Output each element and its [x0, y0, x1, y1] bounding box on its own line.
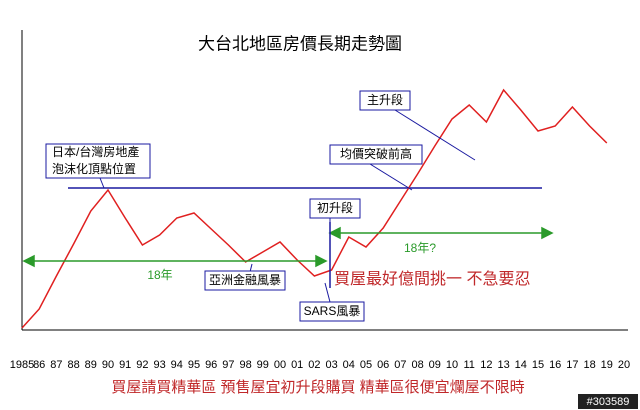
x-tick-label: 94 [171, 359, 183, 371]
x-tick-label: 10 [446, 359, 458, 371]
x-tick-label: 92 [136, 359, 148, 371]
span-label: 18年? [404, 241, 436, 255]
x-tick-label: 05 [360, 359, 372, 371]
x-tick-label: 04 [343, 359, 355, 371]
x-tick-label: 96 [205, 359, 217, 371]
callout-text: 日本/台灣房地產 [52, 144, 139, 159]
x-tick-label: 16 [549, 359, 561, 371]
watermark-bg [578, 394, 638, 409]
x-tick-label: 89 [85, 359, 97, 371]
x-tick-label: 06 [377, 359, 389, 371]
x-tick-label: 19 [601, 359, 613, 371]
x-tick-label: 02 [308, 359, 320, 371]
x-tick-label: 03 [325, 359, 337, 371]
x-tick-label: 17 [566, 359, 578, 371]
x-tick-label: 15 [532, 359, 544, 371]
chart-title: 大台北地區房價長期走勢圖 [198, 34, 402, 53]
x-tick-label: 87 [50, 359, 62, 371]
x-tick-label: 11 [463, 359, 474, 371]
callout-text: 主升段 [367, 92, 403, 107]
x-tick-label: 93 [153, 359, 165, 371]
x-tick-label: 98 [239, 359, 251, 371]
x-tick-label: 86 [33, 359, 45, 371]
callout-text: 均價突破前高 [340, 146, 412, 161]
price-line [21, 88, 608, 329]
x-tick-label: 20 [618, 359, 630, 371]
x-tick-label: 07 [394, 359, 406, 371]
callout-text: 亞洲金融風暴 [209, 272, 281, 287]
callouts: 日本/台灣房地產 泡沫化頂點位置 亞洲金融風暴 SARS風暴 初升段 均價突破前… [45, 90, 423, 322]
x-tick-label: 09 [429, 359, 441, 371]
x-tick-label: 13 [497, 359, 509, 371]
x-tick-label: 14 [515, 359, 527, 371]
footer-note: 買屋請買精華區 預售屋宜初升段購買 精華區很便宜爛屋不限時 [111, 378, 524, 396]
x-tick-label: 91 [119, 359, 131, 371]
x-tick-label: 00 [274, 359, 286, 371]
x-tick-label: 01 [291, 359, 303, 371]
x-tick-label: 97 [222, 359, 234, 371]
x-tick-label: 88 [67, 359, 79, 371]
advice: 買屋最好億間挑一 不急要忍 [334, 270, 530, 288]
watermark: #303589 [587, 396, 630, 408]
x-tick-label: 90 [102, 359, 114, 371]
x-tick-label: 99 [257, 359, 269, 371]
span-arrows [22, 226, 554, 268]
x-tick-label: 08 [411, 359, 423, 371]
x-tick-label: 1985 [10, 359, 34, 371]
x-tick-label: 95 [188, 359, 200, 371]
callout-text: SARS風暴 [304, 304, 361, 318]
x-tick-label: 12 [480, 359, 492, 371]
callout-text: 初升段 [317, 200, 353, 215]
span-label: 18年 [147, 268, 172, 282]
x-tick-label: 18 [583, 359, 595, 371]
callout-text: 泡沫化頂點位置 [52, 161, 136, 176]
